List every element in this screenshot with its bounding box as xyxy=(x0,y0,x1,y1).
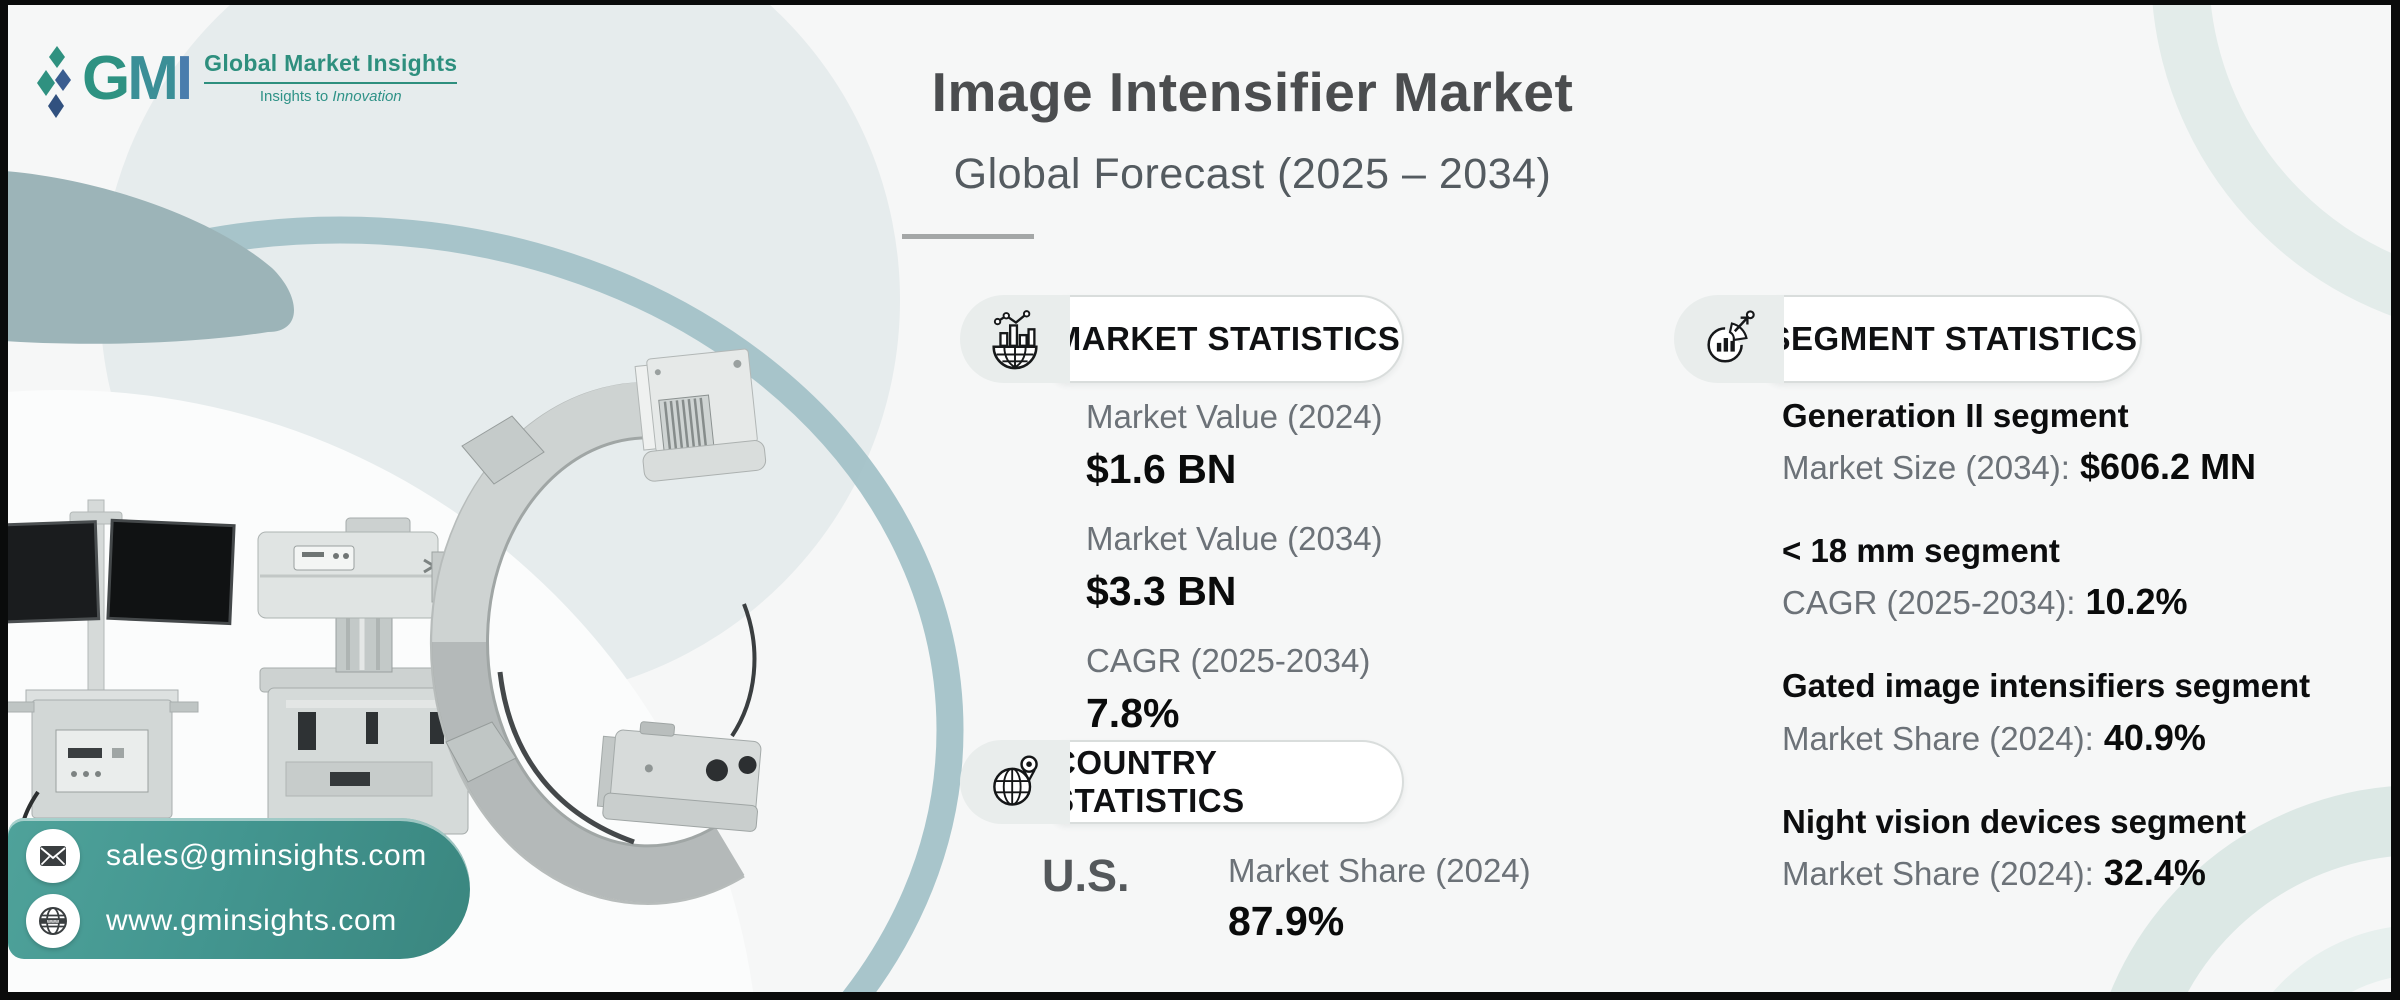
segment-name: Gated image intensifiers segment xyxy=(1782,667,2311,705)
country-statistics-heading: COUNTRY STATISTICS xyxy=(1052,744,1245,819)
segment-statistics-pill: SEGMENT STATISTICS xyxy=(1764,295,2142,383)
stat-value: 10.2% xyxy=(2085,581,2188,623)
gmi-logo: GMI Global Market Insights Insights to I… xyxy=(36,44,458,122)
stat-label: Market Value (2024) xyxy=(1086,398,1383,435)
stat-value: 7.8% xyxy=(1086,690,1180,737)
segment-item: Night vision devices segment Market Shar… xyxy=(1782,800,2327,895)
gmi-diamonds-icon xyxy=(37,46,71,118)
email-icon xyxy=(26,829,80,883)
stat-label: Market Share (2024): xyxy=(1782,719,2094,757)
contact-website-link[interactable]: www.gminsights.com xyxy=(106,904,397,937)
stat-label: Market Share (2024): xyxy=(1782,854,2094,892)
stat-label: CAGR (2025-2034) xyxy=(1086,642,1371,680)
subtitle-underline xyxy=(902,234,1034,239)
segment-name: < 18 mm segment xyxy=(1782,532,2060,570)
stat-value: 40.9% xyxy=(2103,716,2206,758)
contact-band: sales@gminsights.com www www.gminsights.… xyxy=(8,818,470,959)
brand-tagline: Insights to Innovation xyxy=(259,88,402,105)
stat-label: Market Size (2034): xyxy=(1782,449,2070,487)
stat-value: $606.2 MN xyxy=(2079,446,2257,488)
svg-text:www: www xyxy=(46,919,60,925)
segment-item: Generation II segment Market Size (2034)… xyxy=(1782,394,2327,489)
market-statistics-heading: MARKET STATISTICS xyxy=(1053,320,1401,357)
stat-value: 32.4% xyxy=(2103,851,2206,893)
brand-rule xyxy=(204,82,458,84)
market-statistics-icon-tile xyxy=(960,295,1070,383)
monitor-cart-illustration xyxy=(0,499,236,859)
steel-band-decor xyxy=(0,170,294,344)
globe-location-pin-icon xyxy=(993,755,1038,806)
stat-label: Market Share (2024) xyxy=(1228,852,1531,889)
country-share-stat: Market Share (2024) 87.9% xyxy=(1228,852,1531,945)
stat-value: $1.6 BN xyxy=(1086,445,1237,492)
page-subtitle: Global Forecast (2025 – 2034) xyxy=(953,150,1552,198)
contact-email-link[interactable]: sales@gminsights.com xyxy=(106,839,427,872)
www-globe-icon: www xyxy=(26,894,80,948)
email-row: sales@gminsights.com xyxy=(26,829,470,883)
market-statistics-pill: MARKET STATISTICS xyxy=(1050,295,1404,383)
brand-name: Global Market Insights xyxy=(204,50,458,76)
country-statistics-icon-tile xyxy=(960,740,1070,824)
gmi-monogram: GMI xyxy=(82,44,193,113)
bottom-right-inner-arc-decor xyxy=(2266,926,2400,1000)
globe-bar-chart-icon xyxy=(992,310,1038,370)
stat-label: Market Value (2034) xyxy=(1086,520,1383,558)
segment-item: Gated image intensifiers segment Market … xyxy=(1782,664,2327,759)
segment-statistics-icon-tile xyxy=(1674,295,1784,383)
page-title: Image Intensifier Market xyxy=(931,61,1574,123)
stat-value: $3.3 BN xyxy=(1086,568,1237,615)
country-statistics-pill: COUNTRY STATISTICS xyxy=(1050,740,1404,824)
stat-label: CAGR (2025-2034): xyxy=(1782,584,2076,622)
website-row: www www.gminsights.com xyxy=(26,894,470,948)
top-right-arc-decor xyxy=(2152,0,2400,319)
segment-statistics-heading: SEGMENT STATISTICS xyxy=(1768,320,2138,357)
segment-name: Night vision devices segment xyxy=(1782,802,2246,840)
segment-statistics-list: Generation II segment Market Size (2034)… xyxy=(1782,394,2327,935)
market-statistics-list: Market Value (2024) $1.6 BN Market Value… xyxy=(1086,398,1516,764)
pie-growth-arrow-icon xyxy=(1707,310,1755,363)
c-arm-machine-illustration xyxy=(257,348,767,905)
segment-name: Generation II segment xyxy=(1782,397,2129,434)
stat-value: 87.9% xyxy=(1228,897,1345,944)
teal-ring-decor xyxy=(0,216,964,1000)
country-name: U.S. xyxy=(1042,850,1130,901)
segment-item: < 18 mm segment CAGR (2025-2034): 10.2% xyxy=(1782,529,2327,624)
